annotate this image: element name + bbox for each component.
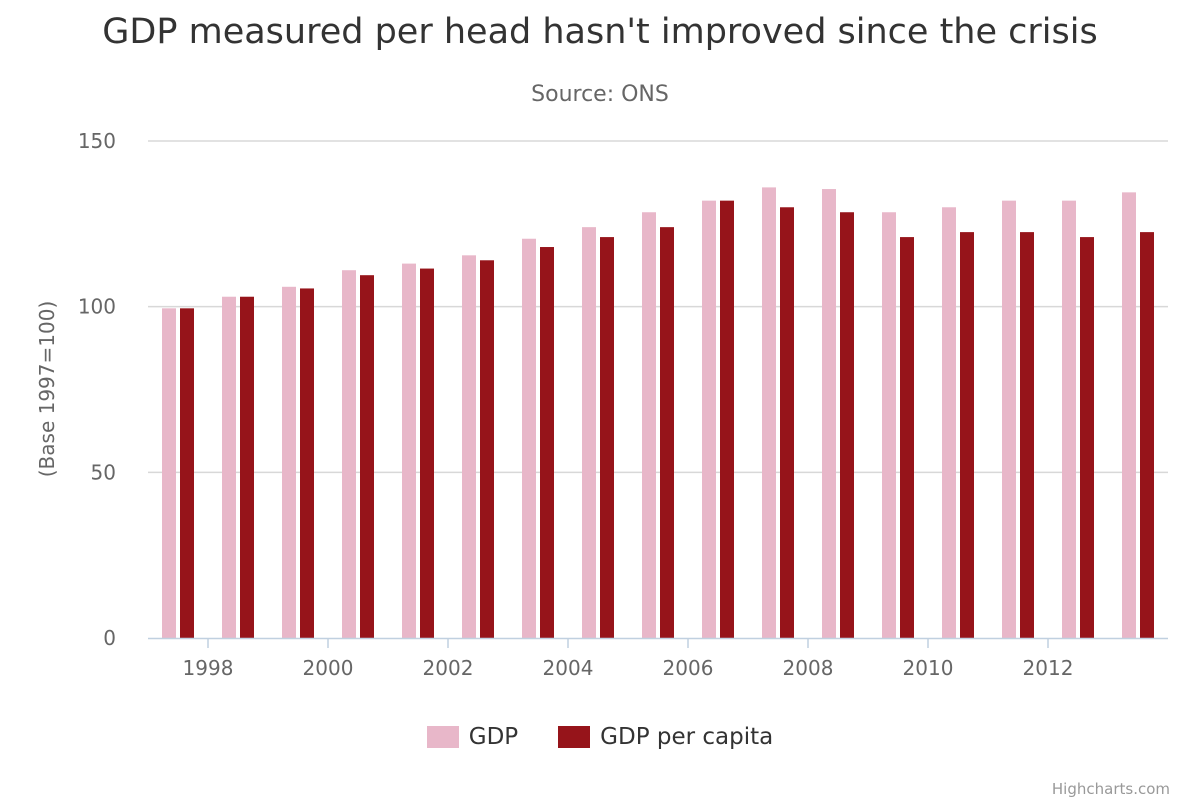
bar-gdp-per-capita[interactable]: [660, 227, 674, 638]
bar-gdp[interactable]: [342, 270, 356, 638]
x-tick-label: 1998: [183, 656, 234, 680]
bar-gdp[interactable]: [1122, 192, 1136, 638]
legend-label-gdp-per-capita: GDP per capita: [600, 724, 774, 750]
legend-item-gdp[interactable]: GDP: [426, 724, 519, 750]
bar-gdp[interactable]: [642, 212, 656, 638]
x-tick-label: 2006: [663, 656, 714, 680]
bar-gdp[interactable]: [1002, 200, 1016, 638]
chart-title: GDP measured per head hasn't improved si…: [102, 12, 1098, 52]
bar-gdp-per-capita[interactable]: [540, 247, 554, 638]
bar-gdp[interactable]: [942, 207, 956, 638]
legend-item-gdp-per-capita[interactable]: GDP per capita: [558, 724, 773, 750]
legend-swatch-gdp: [426, 726, 459, 748]
bar-gdp-per-capita[interactable]: [600, 237, 614, 638]
bar-gdp-per-capita[interactable]: [420, 268, 434, 638]
legend-label-gdp: GDP: [468, 724, 519, 750]
y-tick-label: 50: [91, 460, 116, 484]
bar-gdp[interactable]: [1062, 200, 1076, 638]
bars: [162, 187, 1154, 639]
bar-gdp[interactable]: [222, 296, 236, 638]
bar-gdp-per-capita[interactable]: [1080, 237, 1094, 638]
bar-gdp[interactable]: [582, 227, 596, 638]
x-tick-label: 2000: [303, 656, 354, 680]
bar-gdp-per-capita[interactable]: [300, 288, 314, 638]
bar-gdp-per-capita[interactable]: [780, 207, 794, 638]
bar-gdp[interactable]: [282, 286, 296, 638]
x-tick-label: 2012: [1023, 656, 1074, 680]
x-tick-label: 2010: [903, 656, 954, 680]
bar-gdp-per-capita[interactable]: [960, 232, 974, 638]
bar-gdp-per-capita[interactable]: [1020, 232, 1034, 638]
y-tick-label: 100: [78, 295, 116, 319]
credits-link[interactable]: Highcharts.com: [1051, 780, 1170, 798]
bar-gdp[interactable]: [822, 189, 836, 638]
y-axis-title: (Base 1997=100): [35, 301, 59, 478]
bar-gdp[interactable]: [162, 308, 176, 638]
x-axis: 1998 2000 2002 2004 2006 2008 2010 2012: [148, 637, 1168, 680]
bar-gdp-per-capita[interactable]: [840, 212, 854, 638]
bar-gdp[interactable]: [702, 200, 716, 638]
bar-gdp[interactable]: [522, 238, 536, 638]
y-axis-ticks: 0 50 100 150: [78, 129, 116, 650]
x-tick-label: 2008: [783, 656, 834, 680]
bar-gdp[interactable]: [882, 212, 896, 638]
y-tick-label: 0: [103, 626, 116, 650]
bar-gdp-per-capita[interactable]: [900, 237, 914, 638]
bar-gdp[interactable]: [462, 255, 476, 638]
bar-gdp-per-capita[interactable]: [480, 260, 494, 638]
bar-gdp-per-capita[interactable]: [720, 200, 734, 638]
bar-gdp-per-capita[interactable]: [180, 308, 194, 638]
bar-gdp-per-capita[interactable]: [240, 296, 254, 638]
chart-subtitle: Source: ONS: [531, 82, 669, 107]
bar-gdp-per-capita[interactable]: [360, 275, 374, 638]
y-tick-label: 150: [78, 129, 116, 153]
legend: GDP GDP per capita: [0, 724, 1200, 750]
bar-gdp-per-capita[interactable]: [1140, 232, 1154, 638]
bar-gdp[interactable]: [762, 187, 776, 639]
legend-swatch-gdp-per-capita: [558, 726, 591, 748]
bar-gdp[interactable]: [402, 263, 416, 638]
x-tick-label: 2004: [543, 656, 594, 680]
grid-lines: [148, 140, 1168, 474]
x-tick-label: 2002: [423, 656, 474, 680]
